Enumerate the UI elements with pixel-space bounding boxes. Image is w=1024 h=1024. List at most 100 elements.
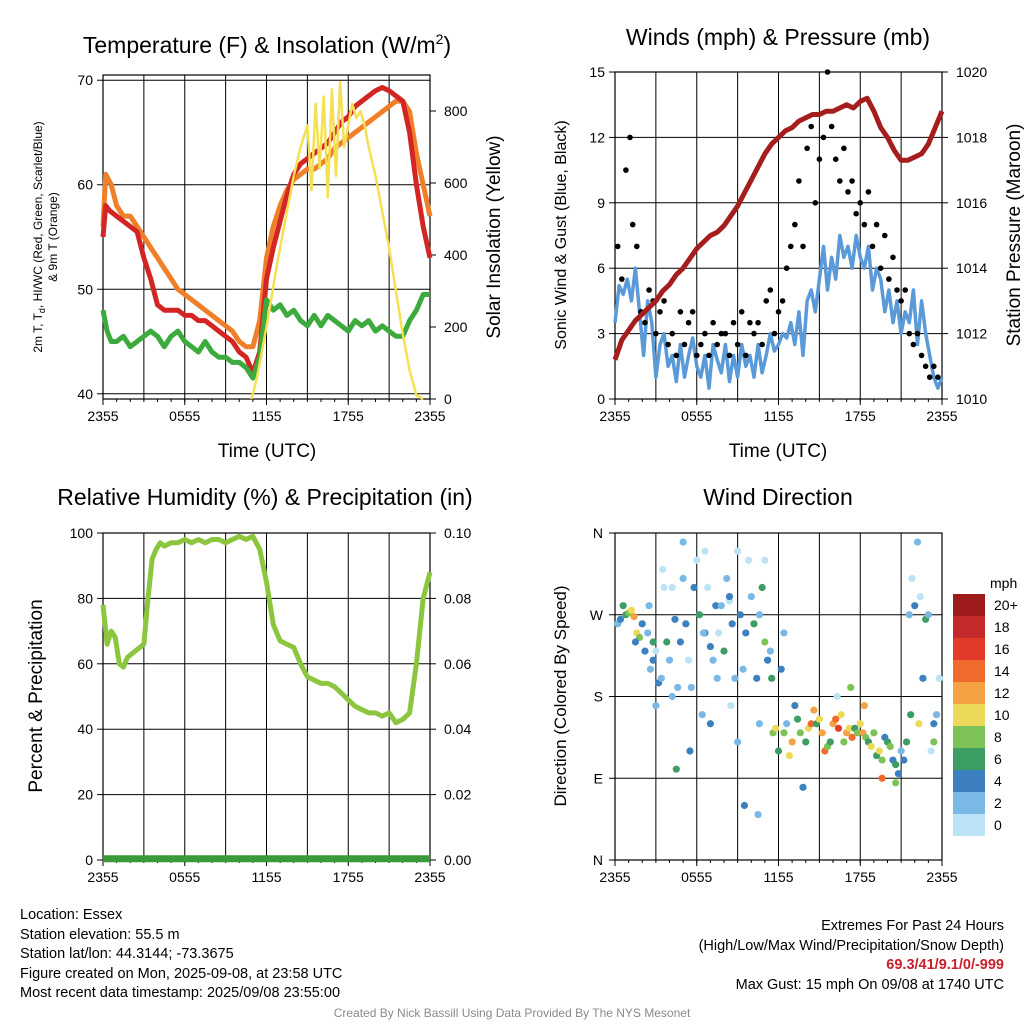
gust-point	[869, 243, 876, 250]
gust-point	[771, 330, 778, 337]
direction-point	[772, 724, 780, 732]
direction-point	[717, 602, 725, 610]
direction-point	[657, 674, 665, 682]
direction-title: Wind Direction	[703, 484, 853, 510]
y-tick-label: 40	[77, 721, 93, 737]
gust-point	[629, 221, 636, 228]
legend-swatch	[953, 594, 985, 616]
gust-point	[804, 145, 810, 152]
gust-point	[841, 145, 847, 152]
direction-point	[619, 602, 627, 610]
gust-point	[706, 352, 712, 359]
direction-point	[875, 747, 883, 755]
direction-point	[802, 738, 810, 746]
y-tick-label: 9	[597, 195, 605, 211]
gust-point	[865, 189, 872, 195]
direction-point	[652, 647, 660, 655]
sonic-wind-line	[613, 233, 944, 390]
y-tick-label: 70	[77, 72, 93, 88]
temperature-xlabel: Time (UTC)	[218, 441, 317, 462]
speed-legend: mph 20+ 18 16 14 12 10 8 6 4 2 0	[953, 575, 1018, 836]
legend-label: 14	[994, 663, 1010, 679]
direction-point	[905, 611, 913, 619]
legend-label: 16	[994, 641, 1010, 657]
direction-point	[706, 720, 714, 728]
humidity-panel: 0 20 40 60 80 100 0.00 0.02 0.04 0.06 0.08 0.10 2355…	[26, 484, 473, 885]
direction-point	[807, 720, 815, 728]
humidity-title: Relative Humidity (%) & Precipitation (i…	[57, 484, 472, 510]
y2-tick-label: 0.10	[444, 525, 471, 541]
direction-point	[671, 615, 679, 623]
direction-point	[845, 724, 853, 732]
gust-point	[755, 319, 761, 326]
direction-point	[892, 761, 900, 769]
direction-point	[924, 611, 932, 619]
direction-point	[793, 715, 802, 723]
direction-point	[780, 629, 788, 637]
direction-point	[649, 638, 657, 646]
recent-data-timestamp: Most recent data timestamp: 2025/09/08 2…	[20, 985, 341, 1001]
direction-point	[837, 711, 845, 719]
legend-label: 2	[994, 795, 1002, 811]
gust-point	[837, 178, 843, 184]
gust-point	[743, 352, 749, 359]
gust-point	[673, 352, 680, 359]
gust-point	[910, 341, 917, 348]
legend-swatch	[953, 792, 985, 814]
direction-point	[755, 720, 764, 728]
direction-point	[853, 729, 862, 737]
gust-point	[614, 243, 621, 250]
dewpoint-line	[100, 292, 430, 381]
direction-point	[676, 638, 685, 646]
gust-point	[718, 330, 725, 337]
y2-tick-label: 0.00	[444, 852, 471, 868]
direction-point	[818, 729, 826, 737]
gust-point	[881, 232, 888, 239]
gust-point	[914, 330, 921, 337]
direction-ylabel: Direction (Colored By Speed)	[551, 585, 570, 806]
direction-point	[935, 674, 943, 682]
direction-point	[652, 701, 660, 710]
direction-point	[796, 729, 804, 737]
y-tick-label: 60	[77, 656, 93, 672]
y2-tick-label: 0.02	[444, 787, 471, 803]
direction-point	[644, 629, 652, 637]
direction-point	[886, 742, 894, 751]
direction-point	[704, 583, 712, 592]
direction-point	[932, 711, 941, 719]
direction-point	[919, 674, 927, 682]
direction-point	[674, 683, 682, 692]
extremes-values: 69.3/41/9.1/0/-999	[886, 957, 1004, 973]
temperature-ylabel: 2m T, Td, HI/WC (Red, Green, Scarlet/Blu…	[31, 121, 47, 352]
legend-label: 0	[994, 817, 1002, 833]
gust-point	[816, 156, 823, 162]
x-tick-label: 1155	[763, 869, 793, 885]
figure-created: Figure created on Mon, 2025-09-08, at 23…	[20, 965, 343, 982]
direction-point	[701, 547, 709, 555]
direction-point	[679, 574, 687, 583]
extremes-panel: Extremes For Past 24 Hours (High/Low/Max…	[699, 917, 1004, 995]
gust-point	[800, 243, 806, 250]
gust-point	[738, 309, 745, 315]
x-tick-label: 1755	[333, 408, 364, 424]
x-tick-label: 1755	[845, 408, 876, 424]
direction-point	[723, 574, 731, 583]
direction-point	[930, 738, 938, 746]
gust-point	[714, 341, 720, 348]
y2-tick-label: 1012	[956, 326, 987, 342]
y-tick-label: 12	[589, 129, 605, 145]
legend-label: 4	[994, 773, 1002, 789]
direction-point	[739, 665, 747, 673]
direction-point	[616, 615, 625, 623]
x-tick-label: 2355	[599, 408, 630, 424]
x-tick-label: 1155	[251, 408, 281, 424]
direction-point	[750, 620, 758, 628]
y2-tick-label: 0.06	[444, 656, 471, 672]
gust-point	[681, 341, 688, 348]
y2-tick-label: 1020	[956, 64, 987, 80]
gust-point	[751, 330, 757, 337]
y-tick-label: 50	[77, 281, 93, 297]
gust-point	[726, 352, 733, 359]
